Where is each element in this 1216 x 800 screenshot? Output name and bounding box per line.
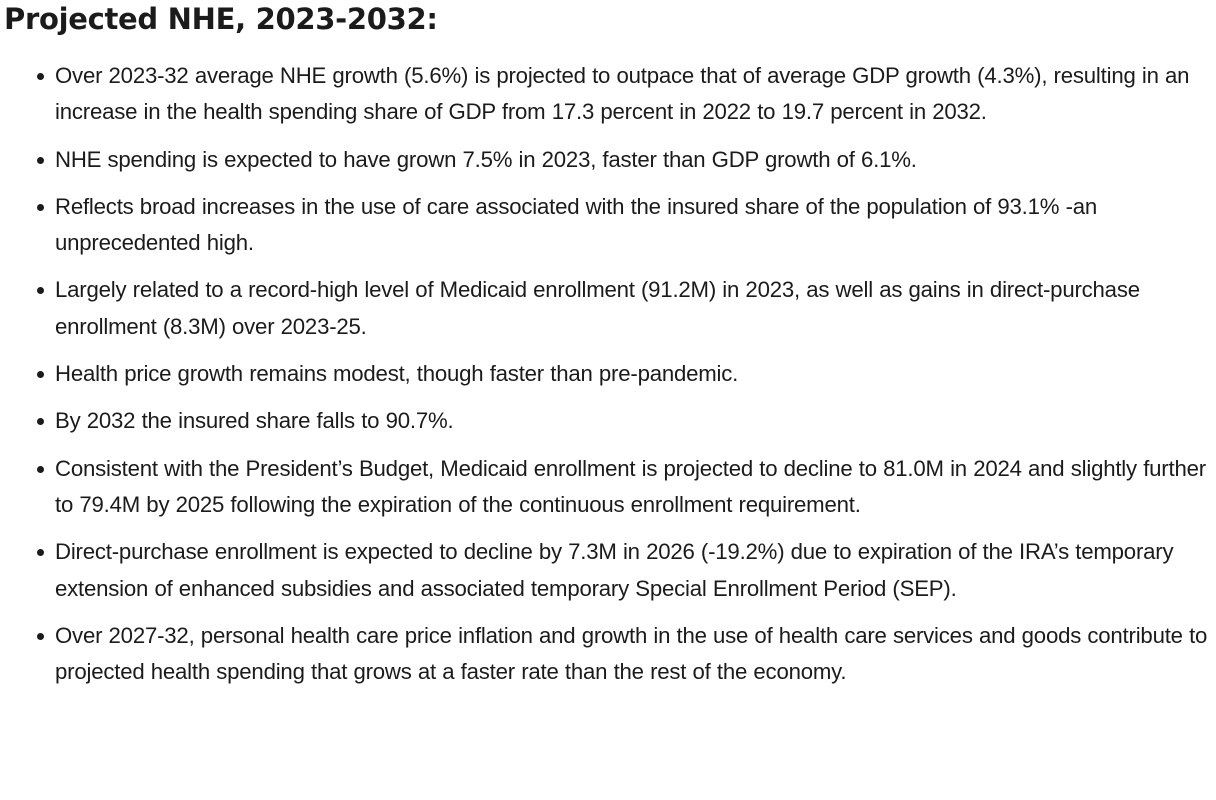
- list-item: Over 2027-32, personal health care price…: [4, 618, 1210, 691]
- list-item: Reflects broad increases in the use of c…: [4, 189, 1210, 262]
- bullet-list: Over 2023-32 average NHE growth (5.6%) i…: [4, 58, 1210, 690]
- page-heading: Projected NHE, 2023-2032:: [4, 2, 438, 36]
- list-item: By 2032 the insured share falls to 90.7%…: [4, 403, 1210, 439]
- list-item: Over 2023-32 average NHE growth (5.6%) i…: [4, 58, 1210, 131]
- list-item: Largely related to a record-high level o…: [4, 272, 1210, 345]
- list-item: NHE spending is expected to have grown 7…: [4, 142, 1210, 178]
- list-item: Direct-purchase enrollment is expected t…: [4, 534, 1210, 607]
- list-item: Health price growth remains modest, thou…: [4, 356, 1210, 392]
- list-item: Consistent with the President’s Budget, …: [4, 451, 1210, 524]
